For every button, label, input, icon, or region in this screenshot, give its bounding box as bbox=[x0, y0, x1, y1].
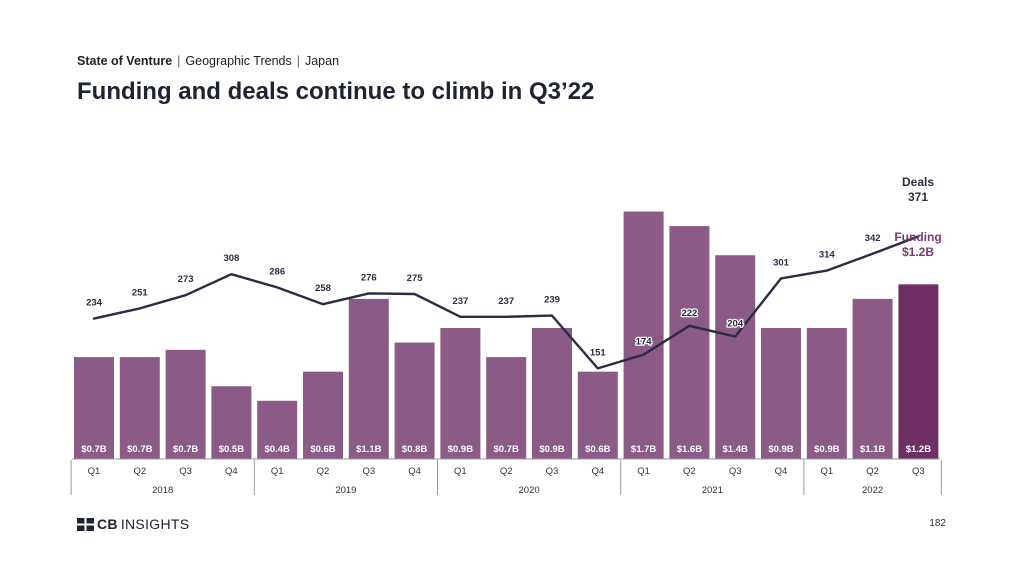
funding-bar-label: $0.5B bbox=[219, 444, 244, 455]
quarter-tick-label: Q2 bbox=[317, 466, 330, 477]
deals-value-label: 239 bbox=[544, 295, 560, 306]
funding-bar bbox=[440, 328, 481, 459]
funding-end-value: $1.2B bbox=[902, 245, 934, 259]
funding-bar bbox=[669, 226, 710, 459]
year-label: 2019 bbox=[335, 485, 356, 496]
funding-bar bbox=[257, 400, 298, 459]
funding-bar-label: $0.9B bbox=[768, 444, 793, 455]
year-label: 2020 bbox=[519, 485, 540, 496]
funding-bar-label: $0.6B bbox=[585, 444, 610, 455]
quarter-tick-label: Q4 bbox=[591, 466, 604, 477]
breadcrumb-separator: | bbox=[296, 54, 300, 68]
funding-bar-label: $0.7B bbox=[127, 444, 152, 455]
breadcrumb-section: State of Venture bbox=[77, 54, 173, 68]
breadcrumb-region: Japan bbox=[304, 54, 340, 68]
cb-insights-logo-icon bbox=[77, 517, 94, 531]
deals-value-label: 314 bbox=[819, 250, 836, 261]
deals-value-label: 308 bbox=[223, 253, 239, 264]
deals-value-label: 342 bbox=[865, 233, 881, 244]
deals-line bbox=[92, 235, 920, 370]
funding-bar bbox=[761, 328, 801, 459]
funding-bar bbox=[74, 357, 114, 459]
deals-end-value: 371 bbox=[908, 190, 928, 204]
funding-bar bbox=[348, 298, 389, 459]
quarter-tick-label: Q3 bbox=[179, 466, 192, 477]
breadcrumb-topic: Geographic Trends bbox=[185, 54, 292, 68]
funding-bar-label: $0.7B bbox=[494, 444, 519, 455]
quarter-tick-label: Q1 bbox=[637, 466, 650, 477]
funding-bar-label: $0.9B bbox=[539, 444, 564, 455]
quarter-tick-label: Q2 bbox=[683, 466, 696, 477]
quarter-tick-label: Q4 bbox=[775, 466, 788, 477]
quarter-tick-label: Q1 bbox=[88, 466, 101, 477]
deals-value-label: 275 bbox=[407, 273, 424, 284]
funding-bar-label: $1.6B bbox=[677, 444, 702, 455]
funding-bar bbox=[303, 371, 343, 459]
funding-bar-label: $0.7B bbox=[173, 444, 198, 455]
funding-bar bbox=[532, 328, 572, 459]
deals-value-label: 286 bbox=[269, 266, 285, 277]
deals-value-label: 222 bbox=[681, 308, 697, 319]
logo-text-regular: INSIGHTS bbox=[120, 516, 190, 532]
funding-bar bbox=[394, 342, 435, 459]
year-label: 2022 bbox=[862, 485, 883, 496]
funding-bar-label: $1.1B bbox=[356, 444, 381, 455]
quarter-tick-label: Q3 bbox=[362, 466, 375, 477]
deals-value-label: 251 bbox=[132, 287, 149, 298]
deals-value-label: 273 bbox=[178, 274, 194, 285]
deals-value-label: 237 bbox=[452, 296, 468, 307]
deals-value-label: 301 bbox=[773, 257, 790, 268]
funding-bar-label: $0.8B bbox=[402, 444, 427, 455]
funding-bar-label: $0.6B bbox=[310, 444, 335, 455]
quarter-tick-label: Q2 bbox=[866, 466, 879, 477]
year-label: 2021 bbox=[702, 485, 723, 496]
breadcrumb: State of Venture | Geographic Trends | Japan bbox=[77, 54, 339, 68]
cb-insights-logo: CB INSIGHTS bbox=[77, 516, 189, 532]
funding-bar bbox=[715, 255, 756, 459]
funding-bar-label: $0.9B bbox=[448, 444, 473, 455]
deals-value-label: 276 bbox=[361, 272, 377, 283]
quarter-tick-label: Q3 bbox=[729, 466, 742, 477]
quarter-tick-label: Q4 bbox=[408, 466, 421, 477]
funding-bar bbox=[119, 357, 160, 459]
deals-end-label: Deals bbox=[902, 175, 934, 189]
funding-bar bbox=[577, 371, 618, 459]
funding-bar bbox=[211, 386, 252, 459]
breadcrumb-separator: | bbox=[177, 54, 181, 68]
quarter-tick-label: Q3 bbox=[912, 466, 925, 477]
deals-value-label: 151 bbox=[590, 347, 607, 358]
funding-bar-label: $1.7B bbox=[631, 444, 656, 455]
deals-value-label: 234 bbox=[86, 298, 103, 309]
funding-bar-label: $1.4B bbox=[723, 444, 748, 455]
page-title: Funding and deals continue to climb in Q… bbox=[77, 78, 595, 105]
deals-value-label: 204 bbox=[727, 319, 744, 330]
quarter-tick-label: Q1 bbox=[271, 466, 284, 477]
funding-bar bbox=[806, 328, 847, 459]
funding-bar-label: $1.2B bbox=[906, 444, 931, 455]
funding-bar bbox=[486, 357, 527, 459]
quarter-tick-label: Q2 bbox=[133, 466, 146, 477]
funding-bar bbox=[165, 349, 206, 459]
quarter-tick-label: Q3 bbox=[546, 466, 559, 477]
quarter-tick-label: Q4 bbox=[225, 466, 238, 477]
deals-value-label: 258 bbox=[315, 283, 331, 294]
quarter-tick-label: Q1 bbox=[820, 466, 833, 477]
funding-bar bbox=[898, 284, 939, 459]
quarter-tick-label: Q2 bbox=[500, 466, 513, 477]
quarter-tick-label: Q1 bbox=[454, 466, 467, 477]
funding-bar-label: $0.9B bbox=[814, 444, 839, 455]
logo-text-bold: CB bbox=[97, 516, 118, 532]
funding-end-label: Funding bbox=[894, 230, 941, 244]
funding-bar bbox=[852, 298, 893, 459]
year-label: 2018 bbox=[152, 485, 173, 496]
funding-bar-label: $0.4B bbox=[265, 444, 290, 455]
deals-value-label: 237 bbox=[498, 296, 514, 307]
funding-bar-label: $1.1B bbox=[860, 444, 885, 455]
deals-value-label: 174 bbox=[636, 337, 653, 348]
funding-bar bbox=[623, 211, 664, 459]
page-number: 182 bbox=[929, 518, 946, 529]
funding-bar-label: $0.7B bbox=[81, 444, 106, 455]
